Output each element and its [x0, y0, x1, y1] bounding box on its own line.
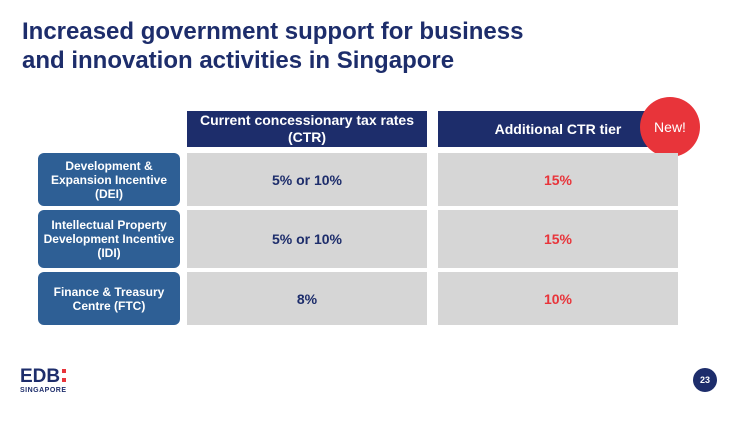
slide-title: Increased government support for busines…	[22, 17, 662, 75]
row-label-ftc: Finance & Treasury Centre (FTC)	[38, 272, 180, 325]
slide-title-line-2: and innovation activities in Singapore	[22, 47, 455, 74]
logo-subtitle: SINGAPORE	[20, 387, 67, 394]
cell-ftc-additional: 10%	[438, 272, 678, 325]
page-number: 23	[693, 368, 717, 392]
cell-idi-additional: 15%	[438, 210, 678, 268]
logo-text: EDB	[20, 366, 61, 387]
column-header-additional-tier: Additional CTR tier	[438, 111, 678, 147]
edb-logo: EDB SINGAPORE	[20, 367, 67, 395]
cell-dei-additional: 15%	[438, 153, 678, 206]
cell-dei-ctr: 5% or 10%	[187, 153, 427, 206]
row-label-idi: Intellectual Property Development Incent…	[38, 210, 180, 268]
slide-title-line-1: Increased government support for busines…	[22, 18, 524, 45]
column-header-ctr: Current concessionary tax rates (CTR)	[187, 111, 427, 147]
cell-idi-ctr: 5% or 10%	[187, 210, 427, 268]
row-label-dei: Development & Expansion Incentive (DEI)	[38, 153, 180, 206]
cell-ftc-ctr: 8%	[187, 272, 427, 325]
logo-mark-icon	[62, 367, 67, 384]
new-badge: New!	[640, 97, 700, 157]
